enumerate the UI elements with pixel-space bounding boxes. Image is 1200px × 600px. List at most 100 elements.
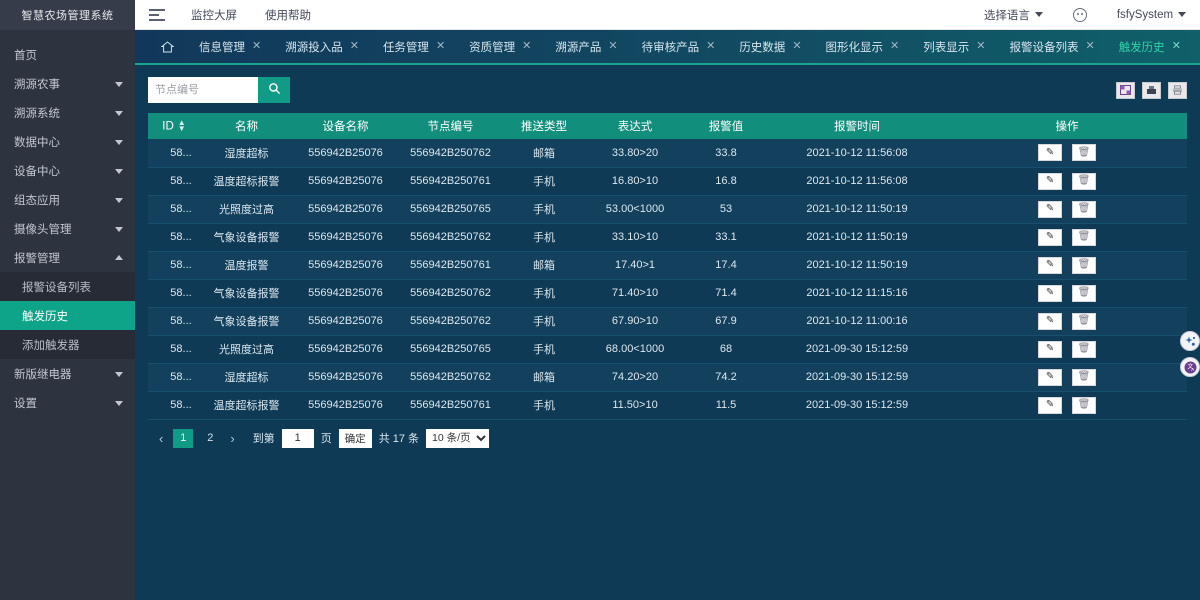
sidebar-item-camera[interactable]: 摄像头管理 xyxy=(0,214,135,243)
page-size-select[interactable]: 10 条/页 xyxy=(426,428,490,448)
table-row[interactable]: 58... 光照度过高 556942B25076 556942B250765 手机 53.… xyxy=(148,195,1188,224)
edit-row-button[interactable]: ✎ xyxy=(1038,396,1063,414)
edit-row-button[interactable]: ✎ xyxy=(1038,284,1063,302)
print-icon[interactable] xyxy=(1168,81,1188,99)
table-row[interactable]: 58... 温度报警 556942B25076 556942B250761 邮箱 17.4… xyxy=(148,251,1188,280)
table-row[interactable]: 58... 温度超标报警 556942B25076 556942B250761 手机 11… xyxy=(148,391,1188,420)
table-row[interactable]: 58... 气象设备报警 556942B25076 556942B250762 手机 67… xyxy=(148,307,1188,336)
close-icon[interactable]: ✕ xyxy=(1085,40,1095,52)
delete-row-button[interactable]: 🗑 xyxy=(1072,228,1097,246)
delete-row-button[interactable]: 🗑 xyxy=(1072,284,1097,302)
sidebar-item-alarm-device-list[interactable]: 报警设备列表 xyxy=(0,272,135,301)
table-row[interactable]: 58... 气象设备报警 556942B25076 556942B250762 手机 71… xyxy=(148,279,1188,308)
page-number-1[interactable]: 1 xyxy=(173,428,194,448)
sidebar-item-home[interactable]: 首页 xyxy=(0,40,135,69)
close-icon[interactable]: ✕ xyxy=(608,40,618,52)
chevron-down-icon xyxy=(115,197,123,203)
table-row[interactable]: 58... 光照度过高 556942B25076 556942B250765 手机 68.… xyxy=(148,335,1188,364)
close-icon[interactable]: ✕ xyxy=(252,40,262,52)
tab-trace-products[interactable]: 溯源产品 ✕ xyxy=(543,30,629,63)
edit-row-button[interactable]: ✎ xyxy=(1038,340,1063,358)
delete-row-button[interactable]: 🗑 xyxy=(1072,396,1097,414)
sidebar-item-relay[interactable]: 新版继电器 xyxy=(0,359,135,388)
edit-row-button[interactable]: ✎ xyxy=(1038,200,1063,218)
sidebar-item-alarm[interactable]: 报警管理 xyxy=(0,243,135,272)
cell-alarm-time: 2021-10-12 11:50:19 xyxy=(767,195,947,224)
tab-qualification-management[interactable]: 资质管理 ✕ xyxy=(457,30,543,63)
edit-row-button[interactable]: ✎ xyxy=(1038,312,1063,330)
goto-page-input[interactable] xyxy=(281,428,314,448)
tab-trigger-history[interactable]: 触发历史 ✕ xyxy=(1107,30,1193,63)
sidebar-item-device-center[interactable]: 设备中心 xyxy=(0,156,135,185)
ai-sparkle-icon[interactable] xyxy=(1180,331,1200,351)
topbar-link-monitor[interactable]: 监控大屏 xyxy=(191,9,237,22)
next-page-button[interactable]: › xyxy=(230,430,235,446)
sidebar-item-traceability[interactable]: 溯源系统 xyxy=(0,98,135,127)
delete-row-button[interactable]: 🗑 xyxy=(1072,200,1097,218)
delete-row-button[interactable]: 🗑 xyxy=(1072,144,1097,162)
cell-actions: ✎ 🗑 xyxy=(947,363,1188,392)
sidebar-item-farming[interactable]: 溯源农事 xyxy=(0,69,135,98)
tab-info-management[interactable]: 信息管理 ✕ xyxy=(187,30,273,63)
sidebar-item-add-trigger[interactable]: 添加触发器 xyxy=(0,330,135,359)
user-menu[interactable]: fsfySystem xyxy=(1117,9,1187,21)
hamburger-icon[interactable] xyxy=(149,8,165,21)
cell-id: 58... xyxy=(148,167,200,196)
sidebar-item-settings[interactable]: 设置 xyxy=(0,388,135,417)
close-icon[interactable]: ✕ xyxy=(349,40,359,52)
edit-row-button[interactable]: ✎ xyxy=(1038,256,1063,274)
close-icon[interactable]: ✕ xyxy=(976,40,986,52)
close-icon[interactable]: ✕ xyxy=(1171,40,1181,52)
confirm-page-button[interactable]: 确定 xyxy=(338,428,372,448)
close-icon[interactable]: ✕ xyxy=(792,40,802,52)
edit-row-button[interactable]: ✎ xyxy=(1038,172,1063,190)
topbar-link-help[interactable]: 使用帮助 xyxy=(265,9,311,22)
delete-row-button[interactable]: 🗑 xyxy=(1072,368,1097,386)
prev-page-button[interactable]: ‹ xyxy=(159,430,164,446)
export-icon[interactable] xyxy=(1142,81,1162,99)
table-row[interactable]: 58... 湿度超标 556942B25076 556942B250762 邮箱 33.8… xyxy=(148,139,1188,168)
delete-row-button[interactable]: 🗑 xyxy=(1072,312,1097,330)
sidebar-item-trigger-history[interactable]: 触发历史 xyxy=(0,301,135,330)
tab-trace-inputs[interactable]: 溯源投入品 ✕ xyxy=(273,30,371,63)
search-input[interactable] xyxy=(148,77,258,103)
close-icon[interactable]: ✕ xyxy=(706,40,716,52)
table-row[interactable]: 58... 气象设备报警 556942B25076 556942B250762 手机 33… xyxy=(148,223,1188,252)
theme-switcher[interactable] xyxy=(1072,7,1087,22)
delete-row-button[interactable]: 🗑 xyxy=(1072,172,1097,190)
tab-list-display[interactable]: 列表显示 ✕ xyxy=(911,30,997,63)
chevron-down-icon xyxy=(115,110,123,116)
cell-actions: ✎ 🗑 xyxy=(947,223,1188,252)
sidebar-item-data-center[interactable]: 数据中心 xyxy=(0,127,135,156)
close-icon[interactable]: ✕ xyxy=(435,40,446,52)
tab-home[interactable] xyxy=(147,40,187,53)
tab-alarm-device-list[interactable]: 报警设备列表 ✕ xyxy=(997,30,1106,63)
column-header-name: 名称 xyxy=(200,113,293,139)
tab-graphical-display[interactable]: 图形化显示 ✕ xyxy=(814,30,912,63)
delete-row-button[interactable]: 🗑 xyxy=(1072,340,1097,358)
tab-task-management[interactable]: 任务管理 ✕ xyxy=(371,30,457,63)
close-icon[interactable]: ✕ xyxy=(522,40,532,52)
columns-icon[interactable] xyxy=(1116,81,1136,99)
table-row[interactable]: 58... 湿度超标 556942B25076 556942B250762 邮箱 74.2… xyxy=(148,363,1188,392)
trigger-history-table: ID ▲ ▼ 名称 设备名称 节点编号 推送类型 表达式 报警值 报警时间 操作 5… xyxy=(148,113,1188,420)
page-number-2[interactable]: 2 xyxy=(207,431,214,444)
delete-row-button[interactable]: 🗑 xyxy=(1072,256,1097,274)
edit-row-button[interactable]: ✎ xyxy=(1038,368,1063,386)
sidebar-item-scada[interactable]: 组态应用 xyxy=(0,185,135,214)
cell-id: 58... xyxy=(148,391,200,420)
sort-icon[interactable]: ▲ ▼ xyxy=(177,117,186,133)
cell-device-name: 556942B25076 xyxy=(293,335,398,364)
table-row[interactable]: 58... 温度超标报警 556942B25076 556942B250761 手机 16… xyxy=(148,167,1188,196)
translate-icon[interactable]: 文 A xyxy=(1180,357,1200,377)
search-button[interactable] xyxy=(258,77,290,103)
tab-history-data[interactable]: 历史数据 ✕ xyxy=(727,30,813,63)
edit-row-button[interactable]: ✎ xyxy=(1038,144,1063,162)
column-header-id[interactable]: ID ▲ ▼ xyxy=(148,113,200,139)
column-header-push-type: 推送类型 xyxy=(503,113,585,139)
cell-device-name: 556942B25076 xyxy=(293,391,398,420)
close-icon[interactable]: ✕ xyxy=(890,40,900,52)
language-selector[interactable]: 选择语言 xyxy=(984,7,1043,23)
tab-pending-products[interactable]: 待审核产品 ✕ xyxy=(630,30,728,63)
edit-row-button[interactable]: ✎ xyxy=(1038,228,1063,246)
